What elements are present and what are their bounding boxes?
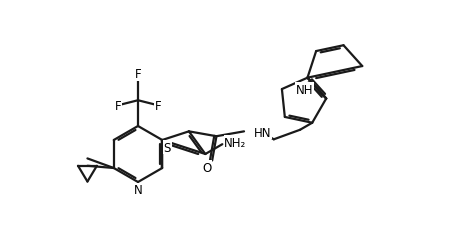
Text: NH: NH — [296, 83, 313, 96]
Text: N: N — [134, 184, 142, 197]
Text: O: O — [202, 161, 212, 174]
Text: F: F — [114, 100, 121, 113]
Text: S: S — [164, 141, 171, 154]
Text: F: F — [135, 68, 142, 81]
Text: F: F — [155, 100, 162, 113]
Text: NH₂: NH₂ — [224, 136, 246, 149]
Text: HN: HN — [254, 126, 272, 139]
